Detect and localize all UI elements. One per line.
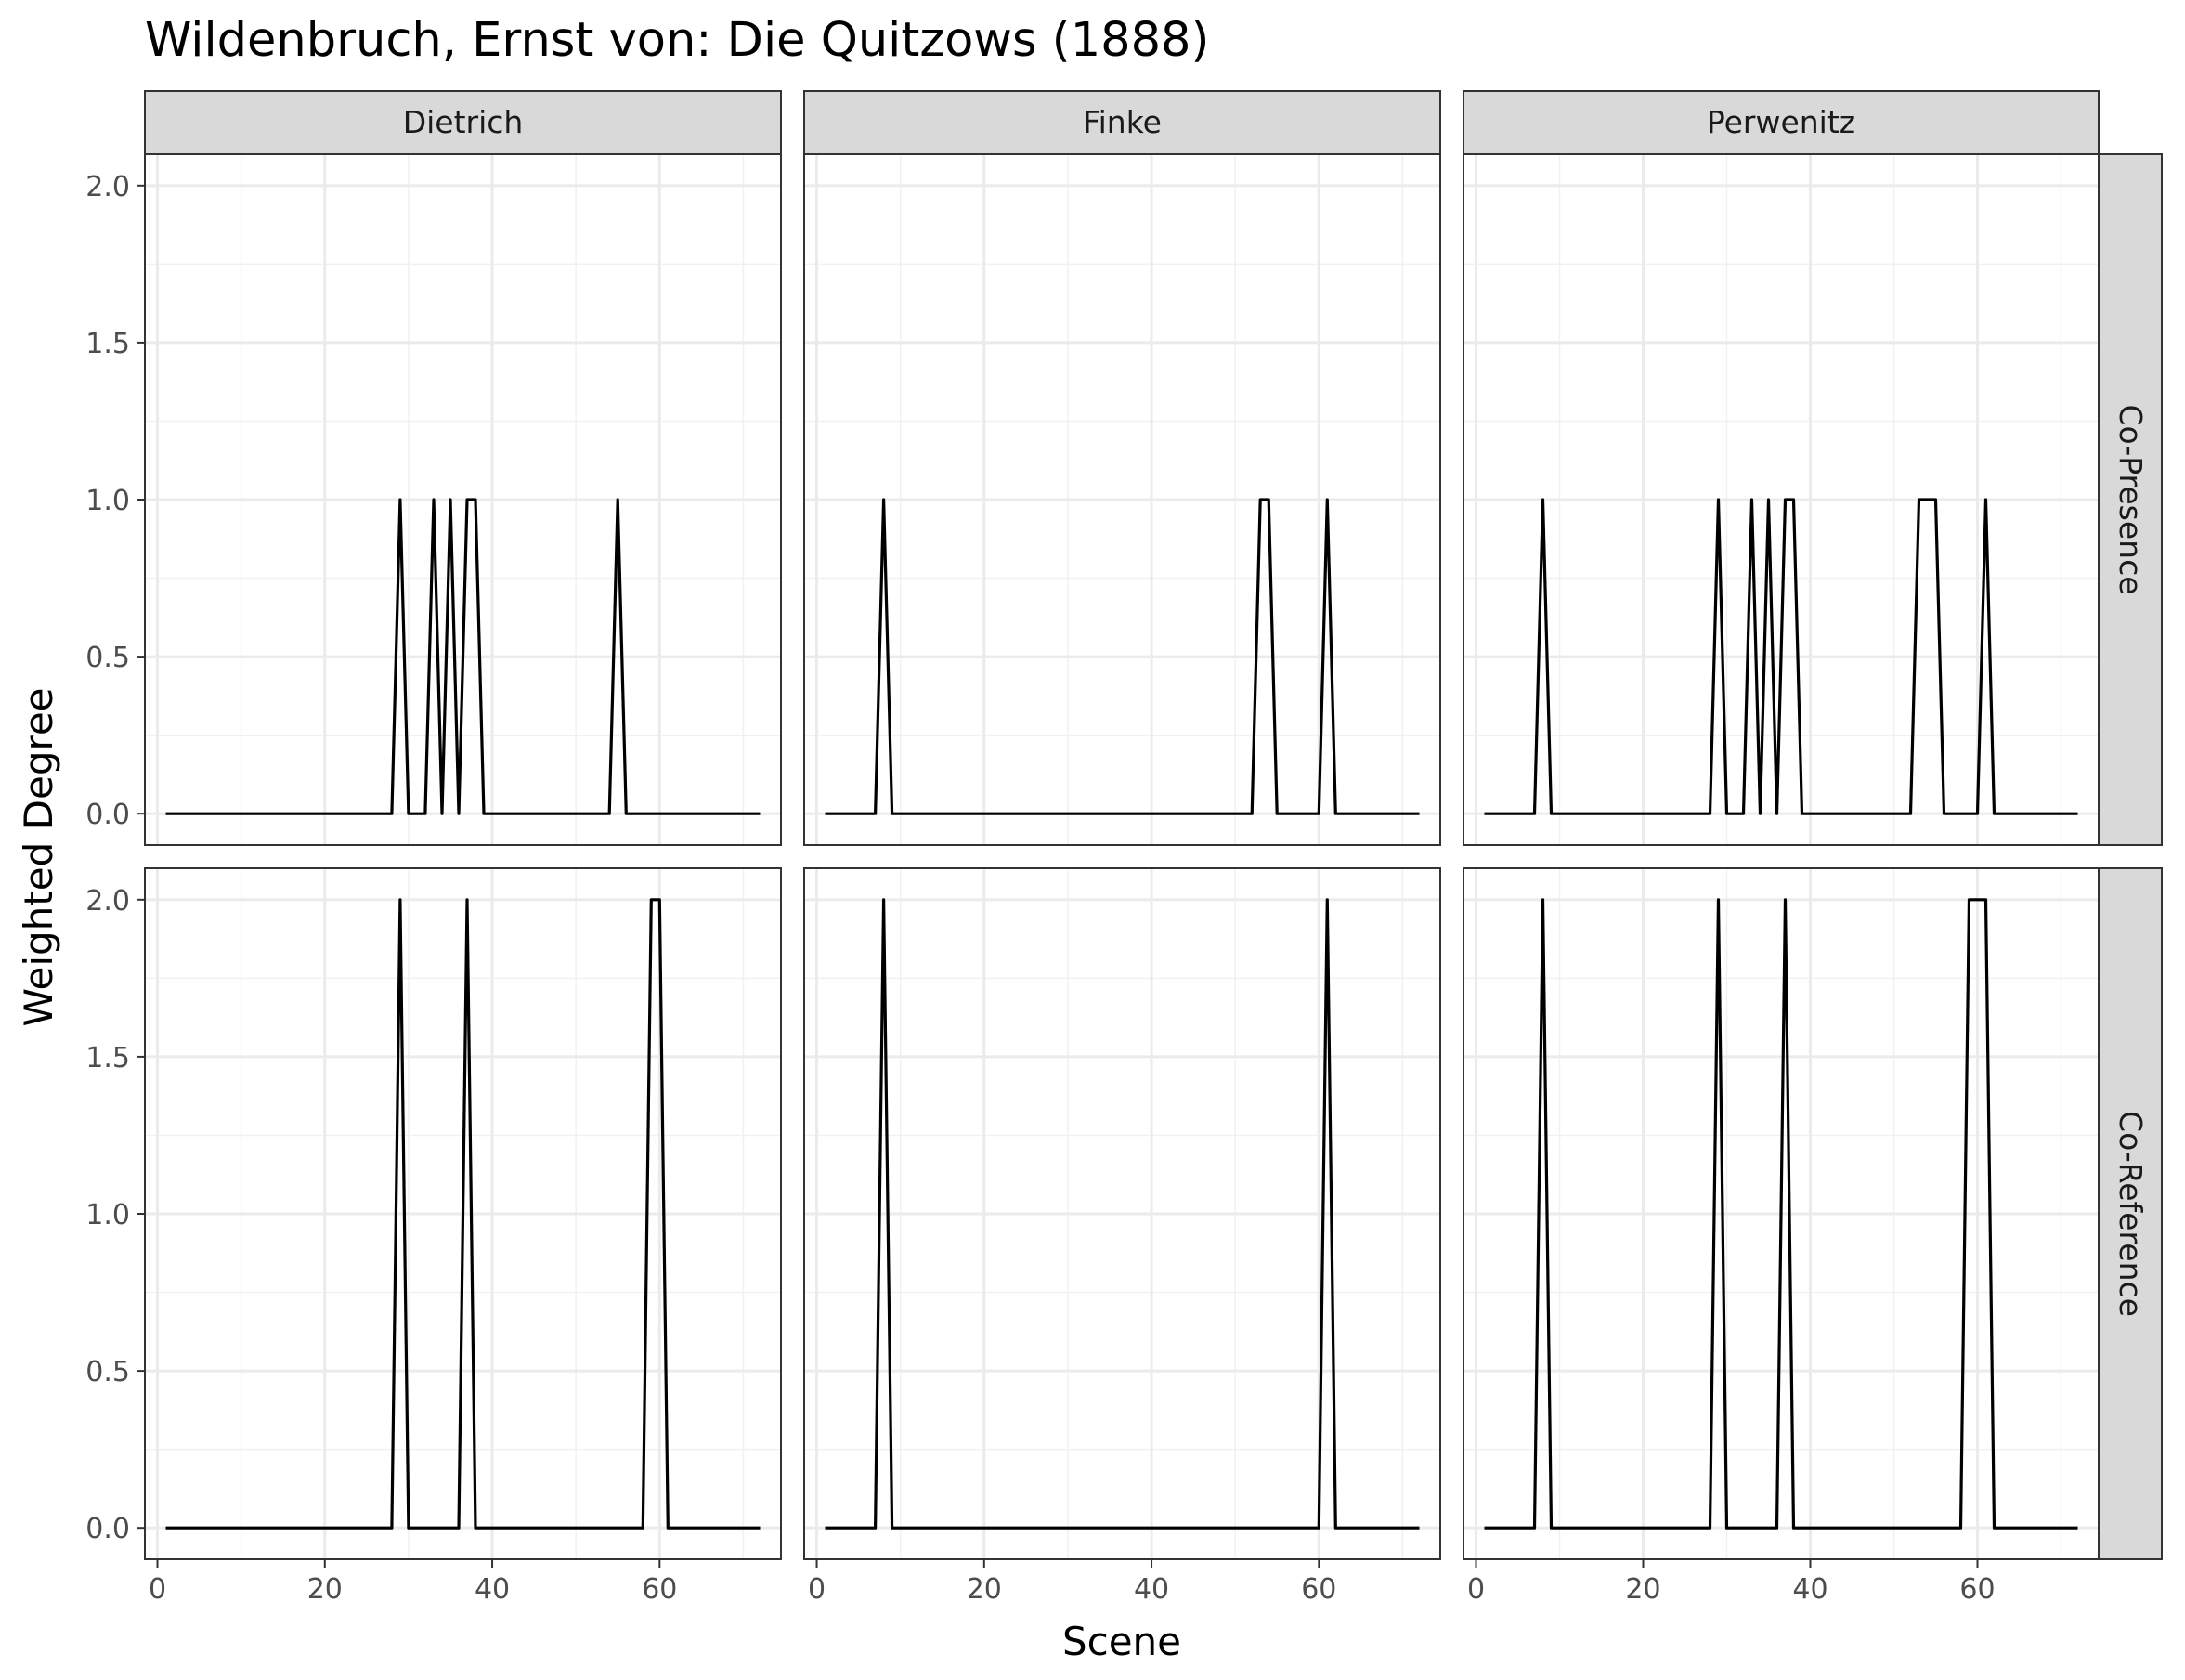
panel-border <box>803 153 1441 846</box>
strip-label-perwenitz: Perwenitz <box>1707 104 1855 140</box>
strip-label-co-presence: Co-Presence <box>2113 404 2149 594</box>
y-tick-label: 1.0 <box>85 485 130 517</box>
strip-label-co-reference: Co-Reference <box>2113 1111 2149 1317</box>
y-tick-label: 1.0 <box>85 1199 130 1231</box>
y-tick-label: 2.0 <box>85 885 130 918</box>
panel-perwenitz-co-presence <box>1463 153 2100 846</box>
y-tick-label: 0.5 <box>85 1356 130 1388</box>
strip-finke <box>803 90 1441 155</box>
x-tick-label: 40 <box>1792 1573 1827 1606</box>
y-tick-label: 0.5 <box>85 642 130 674</box>
series-line <box>165 498 761 815</box>
x-tick-label: 60 <box>1301 1573 1336 1606</box>
y-tick-label: 2.0 <box>85 171 130 203</box>
panel-dietrich-co-presence: 0.0 0.5 1.0 1.5 2.0 <box>85 153 782 846</box>
y-tick-label: 0.0 <box>85 1513 130 1545</box>
panel-finke-co-reference: 0 20 40 60 <box>803 867 1441 1606</box>
strip-perwenitz <box>1463 90 2100 155</box>
x-axis-title: Scene <box>1062 1619 1181 1664</box>
strip-label-finke: Finke <box>1083 104 1162 140</box>
strip-dietrich <box>144 90 782 155</box>
x-tick-label: 0 <box>808 1573 826 1606</box>
panel-border <box>1463 867 2100 1560</box>
panels-layer: Dietrich Finke Perwenitz Co-Presence Co-Refe… <box>85 90 2163 1606</box>
x-tick-label: 60 <box>1959 1573 1995 1606</box>
panel-border <box>803 867 1441 1560</box>
x-tick-label: 20 <box>1625 1573 1660 1606</box>
panel-dietrich-co-reference: 0.0 0.5 1.0 1.5 2.0 0 20 40 60 <box>85 867 782 1606</box>
series-line <box>825 898 1420 1530</box>
panel-finke-co-presence <box>803 153 1441 846</box>
chart-title: Wildenbruch, Ernst von: Die Quitzows (18… <box>145 13 1209 68</box>
x-tick-label: 20 <box>307 1573 343 1606</box>
x-tick-label: 60 <box>642 1573 677 1606</box>
strip-co-reference <box>2098 867 2163 1560</box>
series-line <box>1484 498 2078 815</box>
x-tick-label: 40 <box>475 1573 510 1606</box>
y-tick-label: 0.0 <box>85 799 130 831</box>
y-tick-label: 1.5 <box>85 1042 130 1074</box>
y-axis-title: Weighted Degree <box>16 687 61 1026</box>
x-tick-label: 40 <box>1134 1573 1169 1606</box>
x-tick-label: 0 <box>149 1573 166 1606</box>
x-tick-label: 0 <box>1467 1573 1485 1606</box>
strip-co-presence <box>2098 153 2163 846</box>
series-line <box>825 498 1420 815</box>
y-tick-label: 1.5 <box>85 328 130 360</box>
series-line <box>1484 898 2078 1530</box>
x-tick-label: 20 <box>967 1573 1002 1606</box>
panel-perwenitz-co-reference: 0 20 40 60 <box>1463 867 2100 1606</box>
panel-border <box>1463 153 2100 846</box>
strip-label-dietrich: Dietrich <box>403 104 524 140</box>
series-line <box>165 898 761 1530</box>
